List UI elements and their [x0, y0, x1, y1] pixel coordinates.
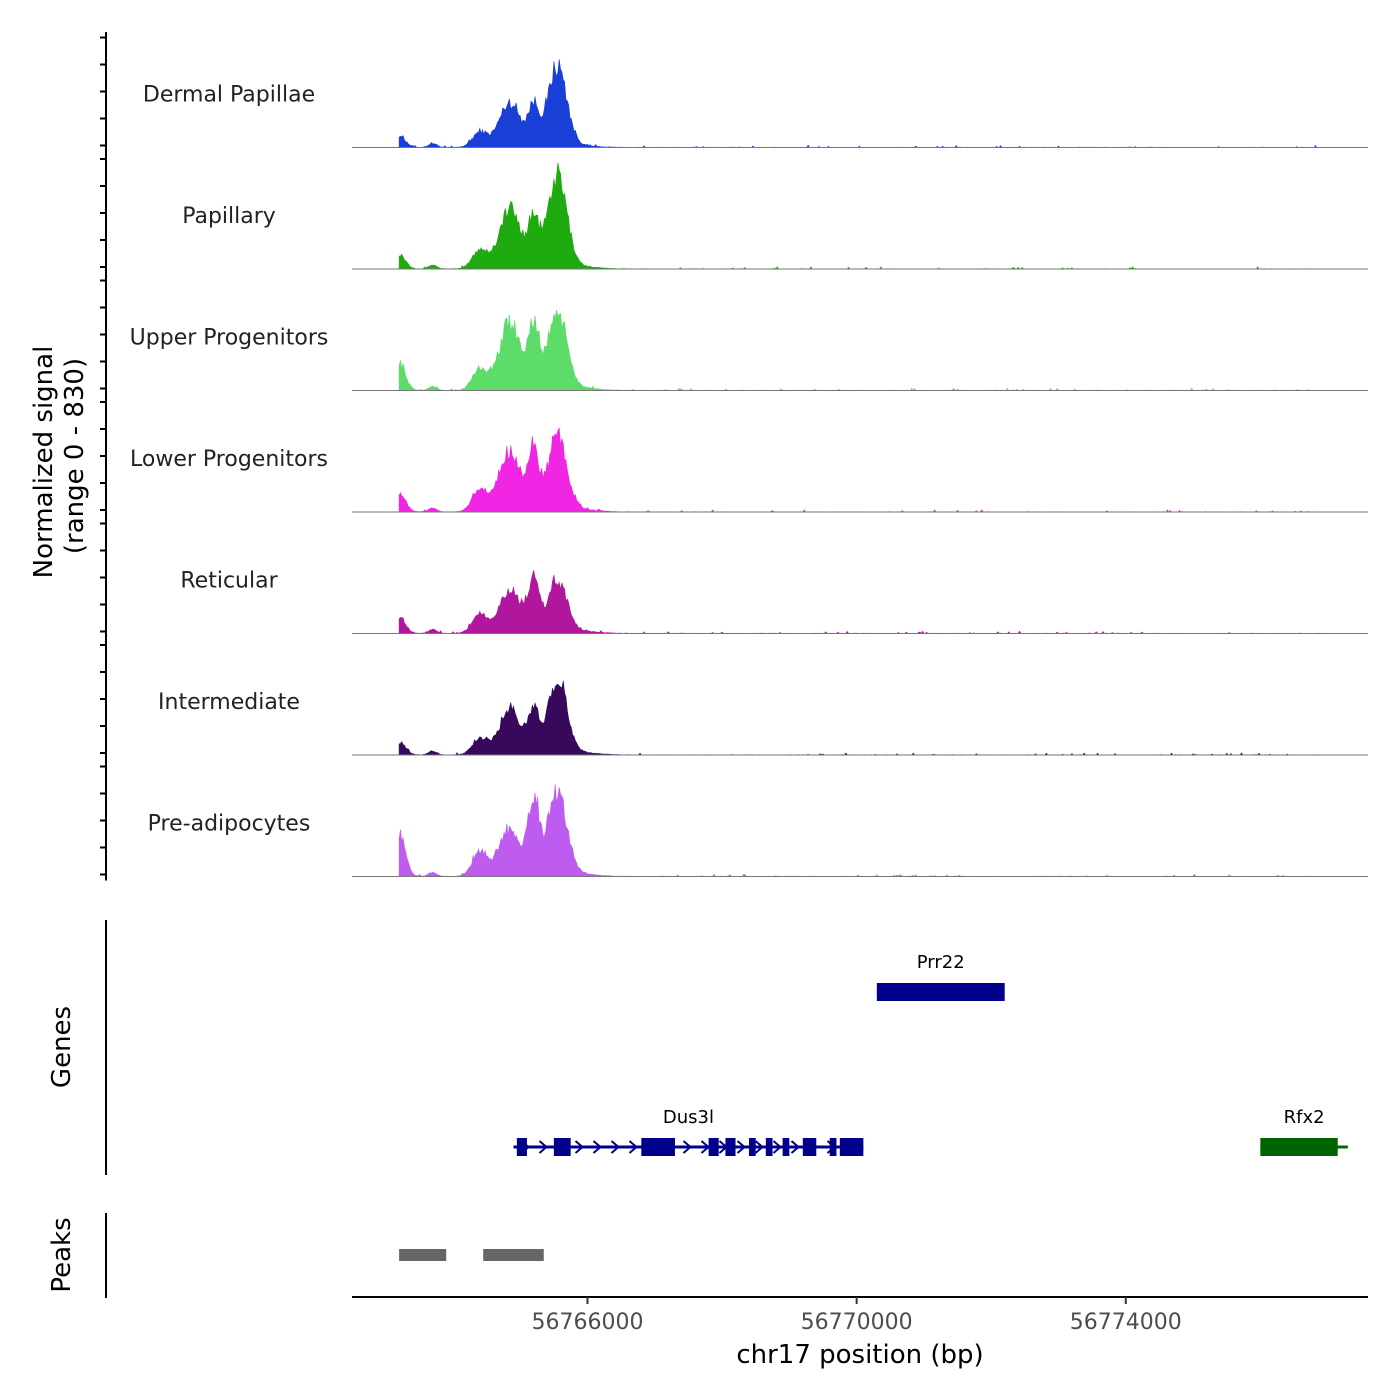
- track-signal-area: [398, 680, 1322, 756]
- track-label: Intermediate: [158, 690, 300, 715]
- gene-exon: [708, 1138, 719, 1156]
- gene-exon: [765, 1138, 773, 1156]
- track-reticular: Reticular: [180, 569, 1368, 634]
- x-axis-ticks: 56766000 56770000 56774000: [532, 1297, 1182, 1335]
- track-label: Pre-adipocytes: [148, 812, 311, 837]
- gene-exon: [516, 1138, 527, 1156]
- track-signal-area: [398, 309, 1322, 392]
- track-intermediate: Intermediate: [158, 680, 1368, 756]
- peaks-panel-label: Peaks: [47, 1217, 77, 1292]
- peak-bar: [399, 1249, 447, 1261]
- y-axis-title-line1: Normalized signal: [29, 346, 59, 579]
- track-pre-adipocytes: Pre-adipocytes: [148, 784, 1368, 877]
- gene-exon: [829, 1138, 837, 1156]
- gene-label: Dus3l: [663, 1107, 714, 1128]
- strand-arrow: [700, 1140, 711, 1154]
- gene-exon: [553, 1138, 571, 1156]
- strand-arrow: [592, 1140, 603, 1154]
- strand-arrow: [790, 1140, 801, 1154]
- coverage-y-axis: [100, 32, 107, 881]
- x-axis-title: chr17 position (bp): [736, 1340, 983, 1370]
- strand-arrow: [538, 1140, 549, 1154]
- track-label: Papillary: [182, 204, 276, 229]
- track-lower-progenitors: Lower Progenitors: [130, 427, 1368, 513]
- gene-exon: [839, 1138, 864, 1156]
- gene-exon: [641, 1138, 675, 1156]
- x-tick-label: 56770000: [801, 1310, 913, 1335]
- track-upper-progenitors: Upper Progenitors: [130, 309, 1368, 392]
- strand-arrow: [610, 1140, 621, 1154]
- x-tick-label: 56766000: [532, 1310, 644, 1335]
- track-label: Upper Progenitors: [130, 326, 329, 351]
- track-label: Dermal Papillae: [143, 83, 315, 108]
- gene-label: Rfx2: [1284, 1107, 1325, 1128]
- y-axis-title-line2: (range 0 - 830): [60, 358, 90, 554]
- strand-arrow: [736, 1140, 747, 1154]
- gene-exon: [782, 1138, 790, 1156]
- gene-exon: [725, 1138, 736, 1156]
- y-axis-title: Normalized signal (range 0 - 830): [29, 346, 90, 579]
- gene-rfx2: Rfx2: [1260, 1107, 1348, 1156]
- track-signal-area: [398, 162, 1322, 270]
- track-signal-area: [398, 427, 1322, 513]
- gene-annotations: Prr22 Dus3l Rfx2: [513, 952, 1348, 1156]
- gene-label: Prr22: [917, 952, 965, 973]
- gene-dus3l: Dus3l: [513, 1107, 864, 1156]
- track-papillary: Papillary: [182, 162, 1368, 270]
- peak-bar: [483, 1249, 544, 1261]
- gene-prr22: Prr22: [876, 952, 1005, 1001]
- strand-arrow: [772, 1140, 783, 1154]
- strand-arrow: [574, 1140, 585, 1154]
- track-dermal-papillae: Dermal Papillae: [143, 59, 1368, 148]
- track-signal-area: [398, 59, 1322, 148]
- gene-exon: [876, 983, 1005, 1001]
- gene-exon: [1260, 1138, 1338, 1156]
- genes-panel-label: Genes: [47, 1006, 77, 1088]
- strand-arrow: [682, 1140, 693, 1154]
- track-label: Reticular: [180, 569, 278, 594]
- strand-arrow: [628, 1140, 639, 1154]
- track-label: Lower Progenitors: [130, 447, 328, 472]
- gene-exon: [802, 1138, 817, 1156]
- strand-arrow: [754, 1140, 765, 1154]
- x-tick-label: 56774000: [1070, 1310, 1182, 1335]
- coverage-tracks: Dermal Papillae Papillary Upper Progenitor…: [130, 59, 1368, 877]
- gene-exon: [748, 1138, 756, 1156]
- track-signal-area: [398, 784, 1322, 877]
- track-signal-area: [398, 570, 1322, 634]
- peak-regions: [399, 1249, 544, 1261]
